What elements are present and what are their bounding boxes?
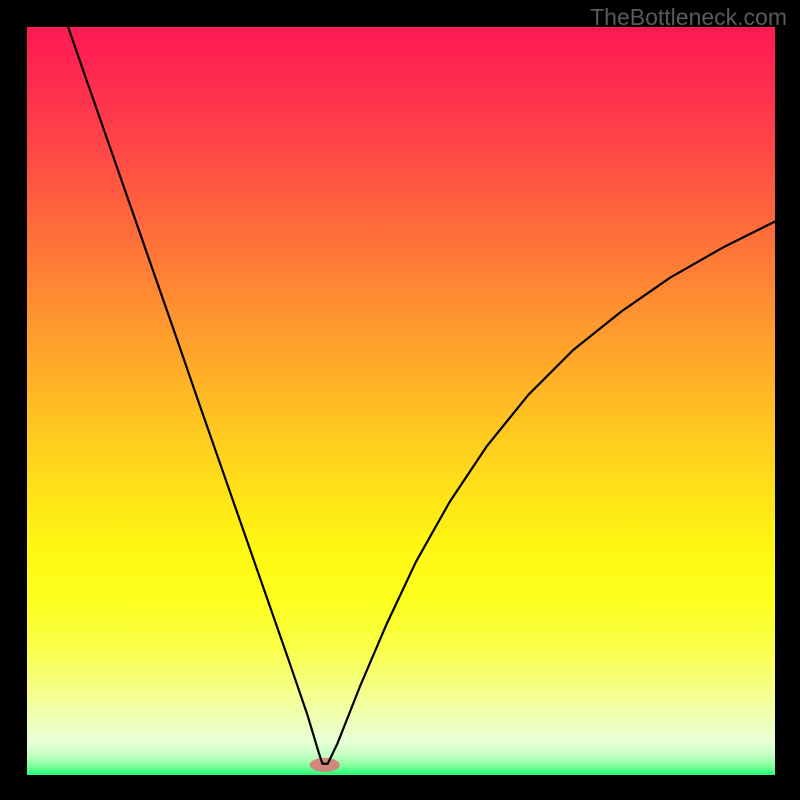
gradient-background bbox=[27, 27, 775, 775]
minimum-marker bbox=[310, 758, 340, 772]
gradient-plot-area bbox=[27, 27, 775, 775]
chart-container: { "canvas": { "width": 800, "height": 80… bbox=[0, 0, 800, 800]
watermark-text: TheBottleneck.com bbox=[590, 4, 787, 31]
